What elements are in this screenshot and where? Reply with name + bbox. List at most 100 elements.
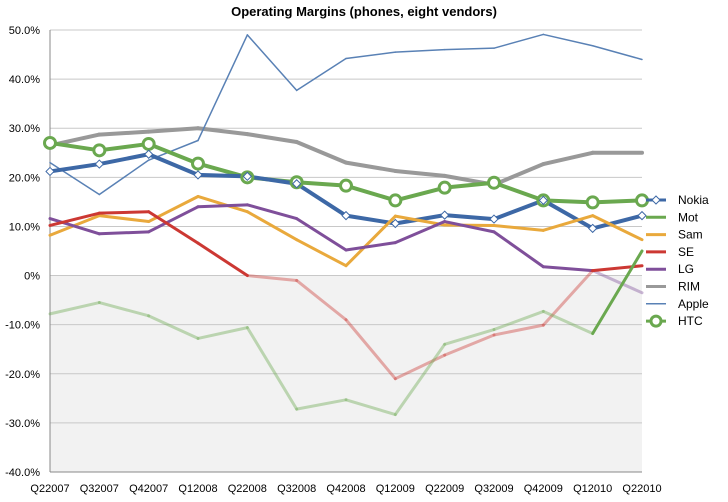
marker-nokia bbox=[439, 210, 450, 220]
series-line-nokia bbox=[492, 198, 546, 222]
marker-htc bbox=[585, 195, 600, 210]
y-tick-label: 50.0% bbox=[9, 25, 40, 37]
series-line-nokia bbox=[344, 213, 398, 226]
series-line-apple bbox=[295, 57, 347, 92]
y-tick-label: -40.0% bbox=[5, 467, 40, 479]
x-tick-label: Q12009 bbox=[376, 483, 415, 495]
series-line-sam bbox=[295, 238, 348, 268]
series-lines bbox=[48, 33, 644, 417]
series-line-mot bbox=[245, 326, 299, 411]
series-line-sam bbox=[344, 214, 397, 268]
series-line-htc bbox=[294, 180, 348, 188]
legend-label-rim: RIM bbox=[678, 280, 700, 294]
y-tick-label: 40.0% bbox=[9, 74, 40, 86]
legend-label-apple: Apple bbox=[678, 297, 709, 311]
series-line-lg bbox=[48, 217, 101, 236]
series-line-se bbox=[295, 278, 348, 322]
series-line-sam bbox=[492, 223, 545, 232]
series-line-lg bbox=[591, 269, 644, 295]
series-line-se bbox=[97, 210, 151, 215]
series-line-mot bbox=[295, 398, 348, 411]
marker-htc bbox=[487, 175, 501, 190]
marker-nokia bbox=[637, 210, 647, 221]
legend: Nokia Mot Sam SE LG RIM Apple HTC bbox=[646, 193, 709, 328]
series-line-nokia bbox=[245, 174, 299, 186]
series-line-apple bbox=[49, 161, 101, 196]
series-line-se bbox=[591, 264, 644, 273]
series-line-apple bbox=[394, 48, 446, 53]
series-line-sam bbox=[591, 214, 644, 242]
series-line-se bbox=[393, 353, 447, 381]
series-line-htc bbox=[344, 183, 398, 203]
series-line-mot bbox=[541, 309, 595, 336]
series-line-rim bbox=[97, 129, 151, 137]
series-line-nokia bbox=[294, 181, 348, 218]
series-line-se bbox=[443, 333, 496, 357]
series-line-lg bbox=[245, 203, 299, 221]
series-line-rim bbox=[344, 160, 398, 173]
series-line-apple bbox=[98, 159, 150, 196]
series-line-apple bbox=[443, 47, 495, 51]
marker-nokia bbox=[341, 210, 351, 221]
y-tick-label: 0% bbox=[24, 271, 40, 283]
x-tick-label: Q32009 bbox=[474, 483, 513, 495]
series-line-sam bbox=[541, 214, 595, 232]
series-line-htc bbox=[146, 141, 200, 166]
series-line-rim bbox=[196, 126, 250, 137]
series-line-rim bbox=[146, 126, 200, 134]
series-line-rim bbox=[393, 168, 447, 178]
x-tick-label: Q32007 bbox=[80, 483, 119, 495]
series-line-sam bbox=[196, 194, 249, 214]
marker-htc bbox=[635, 193, 649, 208]
grid-lines bbox=[49, 29, 642, 473]
marker-nokia bbox=[242, 171, 253, 182]
legend-marker-htc bbox=[649, 314, 663, 328]
chart-title: Operating Margins (phones, eight vendors… bbox=[231, 4, 497, 19]
marker-nokia bbox=[143, 149, 154, 159]
marker-htc bbox=[43, 135, 57, 150]
legend-label-htc: HTC bbox=[678, 314, 703, 328]
series-line-mot bbox=[344, 398, 397, 417]
series-line-apple bbox=[591, 44, 643, 61]
series-line-nokia bbox=[541, 198, 595, 231]
y-tick-label: 10.0% bbox=[9, 221, 40, 233]
series-line-mot bbox=[443, 328, 496, 346]
series-line-nokia bbox=[196, 172, 250, 179]
series-line-mot bbox=[196, 326, 249, 340]
marker-nokia bbox=[94, 159, 105, 169]
legend-marker-nokia bbox=[651, 195, 661, 205]
series-line-nokia bbox=[48, 162, 102, 174]
series-line-htc bbox=[442, 180, 496, 190]
marker-htc bbox=[191, 156, 205, 171]
marker-htc bbox=[339, 178, 353, 193]
marker-nokia bbox=[193, 170, 203, 180]
series-line-nokia bbox=[442, 213, 496, 222]
series-line-se bbox=[344, 318, 397, 381]
series-line-lg bbox=[295, 217, 348, 252]
marker-htc bbox=[92, 143, 107, 158]
x-tick-label: Q42008 bbox=[326, 483, 365, 495]
series-line-htc bbox=[48, 140, 102, 153]
series-line-se bbox=[147, 210, 200, 245]
x-tick-label: Q22009 bbox=[425, 483, 464, 495]
series-line-lg bbox=[541, 265, 595, 273]
series-line-lg bbox=[443, 220, 496, 234]
legend-label-lg: LG bbox=[678, 262, 694, 276]
series-line-apple bbox=[493, 33, 545, 49]
series-line-se bbox=[48, 211, 101, 227]
series-line-apple bbox=[197, 34, 249, 142]
series-line-se bbox=[492, 323, 545, 337]
series-line-se bbox=[245, 274, 299, 282]
x-tick-label: Q22010 bbox=[622, 483, 661, 495]
legend-label-mot: Mot bbox=[678, 210, 699, 224]
marker-nokia bbox=[390, 218, 401, 229]
marker-nokia bbox=[45, 166, 55, 177]
legend-label-nokia: Nokia bbox=[678, 193, 709, 207]
series-line-mot bbox=[591, 249, 644, 336]
series-line-lg bbox=[344, 241, 397, 252]
series-line-mot bbox=[48, 301, 101, 316]
series-line-lg bbox=[492, 230, 545, 269]
x-tick-label: Q32008 bbox=[277, 483, 316, 495]
series-line-rim bbox=[492, 162, 546, 187]
series-line-mot bbox=[147, 314, 200, 340]
